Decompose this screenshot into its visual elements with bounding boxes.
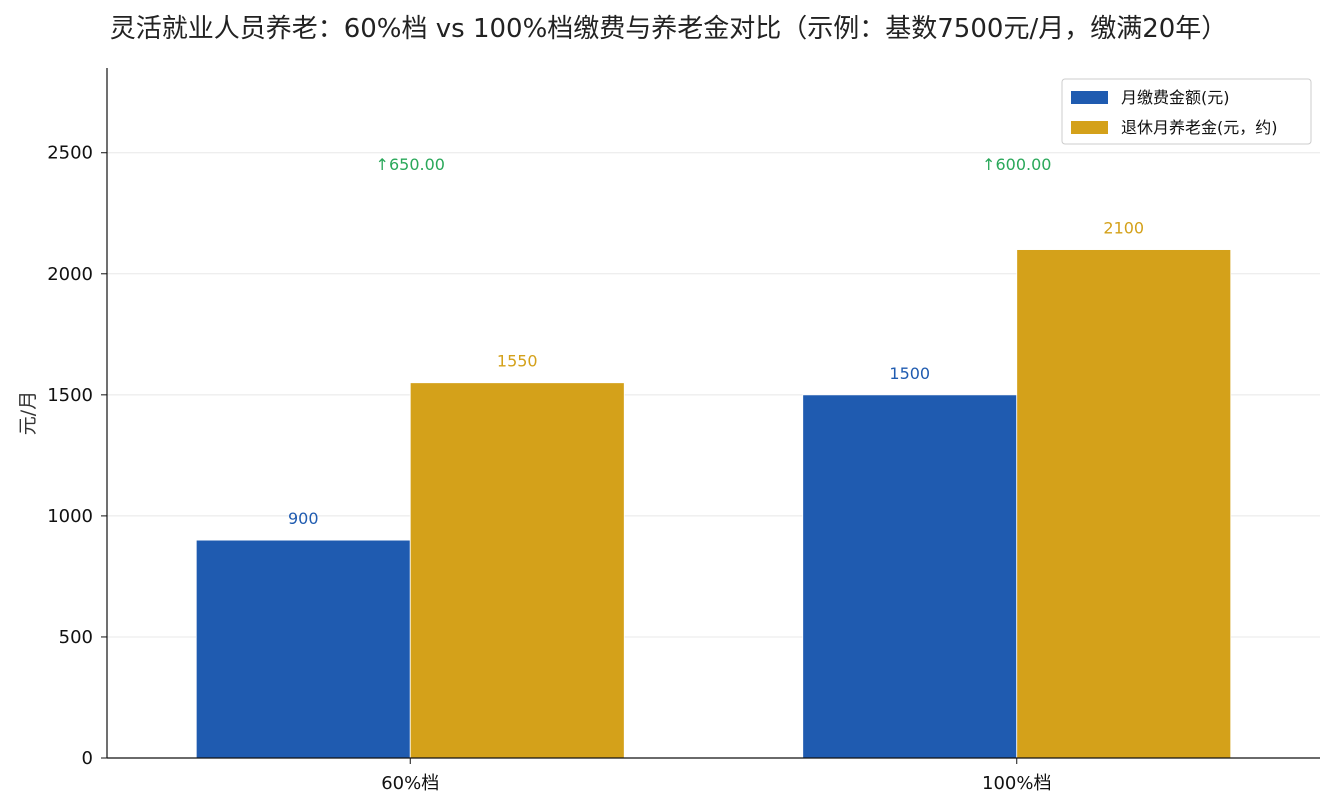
bar-value-label: 1550 (497, 352, 538, 371)
y-tick-label: 500 (59, 627, 93, 648)
bar-pension (409, 382, 625, 759)
difference-annotation: ↑600.00 (982, 155, 1051, 174)
bars (195, 249, 1232, 759)
bar-value-label: 2100 (1103, 219, 1144, 238)
legend-swatch (1071, 121, 1108, 134)
legend-label: 月缴费金额(元) (1121, 88, 1230, 107)
x-tick-label: 100%档 (982, 773, 1051, 794)
bar-value-label: 900 (288, 509, 319, 528)
difference-annotation: ↑650.00 (376, 155, 445, 174)
legend-swatch (1071, 91, 1108, 104)
legend-box (1061, 78, 1312, 145)
y-axis-label: 元/月 (17, 391, 39, 435)
chart-title: 灵活就业人员养老：60%档 vs 100%档缴费与养老金对比（示例：基数7500… (109, 14, 1228, 44)
bar-contribution (802, 394, 1018, 759)
y-tick-label: 1500 (47, 385, 93, 406)
y-tick-label: 2500 (47, 143, 93, 164)
labels: 0 500 1000 1500 2000 2500 900 1550 ↑650.00 60%档 15… (17, 143, 1144, 794)
bar-value-label: 1500 (889, 364, 930, 383)
bar-contribution (195, 539, 411, 759)
legend: 月缴费金额(元) 退休月养老金(元，约) (1061, 78, 1312, 145)
x-tick-label: 60%档 (381, 773, 439, 794)
axes (101, 68, 1320, 764)
bar-pension (1016, 249, 1232, 759)
y-tick-label: 1000 (47, 506, 93, 527)
legend-label: 退休月养老金(元，约) (1121, 118, 1278, 137)
y-tick-label: 2000 (47, 264, 93, 285)
y-tick-label: 0 (82, 748, 93, 769)
